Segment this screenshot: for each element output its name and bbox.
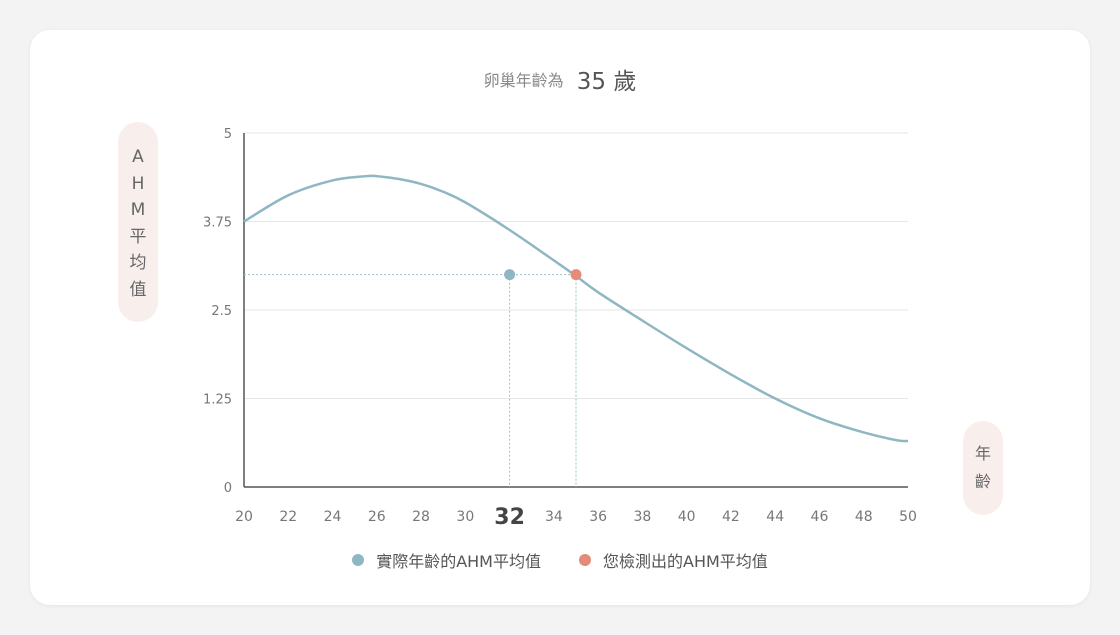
chart-legend: 實際年齡的AHM平均值 您檢測出的AHM平均值 xyxy=(0,548,1120,572)
x-tick-label-highlight: 32 xyxy=(494,505,525,530)
x-tick-label: 50 xyxy=(899,509,917,525)
y-axis-label-char: 均 xyxy=(129,253,147,273)
y-tick-label: 1.25 xyxy=(203,393,232,408)
y-axis-label-char: 值 xyxy=(129,279,147,300)
y-tick-label: 0 xyxy=(224,481,232,496)
y-axis-label-char: 平 xyxy=(129,226,147,247)
legend-dot-actual xyxy=(352,554,365,566)
ahm-curve-line xyxy=(243,174,909,443)
x-tick-label: 42 xyxy=(722,509,740,525)
x-axis-label-char: 年 xyxy=(974,444,991,463)
x-tick-label: 36 xyxy=(589,509,607,525)
legend-label-measured: 您檢測出的AHM平均值 xyxy=(603,552,768,571)
chart-header: 卵巢年齡為 35 歲 xyxy=(0,62,1120,96)
x-tick-label: 22 xyxy=(279,509,297,525)
measured-ahm-point xyxy=(570,269,582,281)
x-tick-label: 34 xyxy=(545,509,563,525)
y-tick-label: 5 xyxy=(224,127,232,142)
x-tick-label: 38 xyxy=(633,509,651,525)
x-tick-label: 24 xyxy=(324,509,342,525)
x-axis-label-char: 齡 xyxy=(974,472,991,491)
x-tick-label: 48 xyxy=(855,509,873,525)
x-tick-label: 46 xyxy=(811,509,829,525)
actual-age-point xyxy=(504,269,516,281)
legend-item-measured[interactable]: 您檢測出的AHM平均值 xyxy=(579,548,768,572)
x-tick-label: 44 xyxy=(766,509,784,525)
x-tick-label: 28 xyxy=(412,509,430,525)
chart-card xyxy=(30,30,1090,605)
legend-label-actual: 實際年齡的AHM平均值 xyxy=(376,552,541,571)
y-axis-label-char: A xyxy=(132,147,144,167)
y-axis-label-char: H xyxy=(131,173,145,194)
legend-item-actual[interactable]: 實際年齡的AHM平均值 xyxy=(352,548,541,572)
x-axis-label-pill: 年 齡 xyxy=(963,421,1003,515)
y-tick-label: 2.5 xyxy=(211,304,232,319)
ovarian-age-label: 卵巢年齡為 xyxy=(483,71,564,90)
x-tick-label: 20 xyxy=(235,509,253,525)
legend-dot-measured xyxy=(579,554,591,566)
y-axis-label-pill: A H M 平 均 值 xyxy=(118,122,158,322)
y-tick-label: 3.75 xyxy=(203,216,232,231)
ovarian-age-value: 35 歲 xyxy=(576,69,637,95)
x-tick-label: 26 xyxy=(368,509,386,525)
x-tick-label: 30 xyxy=(456,509,474,525)
x-tick-label: 40 xyxy=(678,509,696,525)
y-axis-label-char: M xyxy=(130,200,146,220)
